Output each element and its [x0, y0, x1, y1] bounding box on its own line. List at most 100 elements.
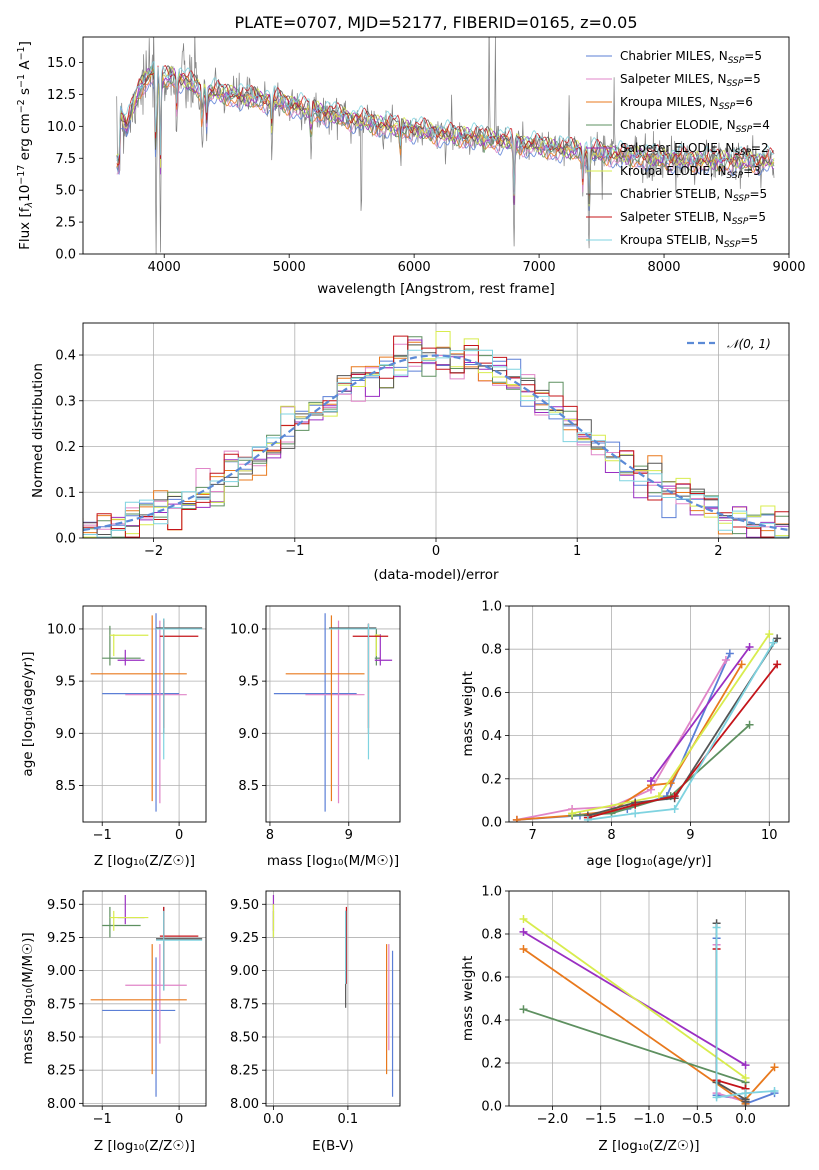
x-tick-label: 8000 [647, 260, 680, 275]
axes-frame [82, 36, 790, 255]
legend-suffix: =6 [735, 95, 753, 109]
y-tick-label: 9.00 [230, 964, 259, 979]
y-tick-label: 0.3 [55, 394, 76, 409]
series-line [572, 724, 751, 817]
legend-suffix: =5 [750, 187, 768, 201]
axes-frame [265, 605, 401, 823]
x-tick-label: 8 [607, 828, 615, 843]
x-tick-label: −0.5 [681, 1112, 713, 1127]
x-tick-label: −1 [93, 1112, 112, 1127]
y-tick-label: 0.0 [55, 532, 76, 547]
data-point [670, 792, 679, 801]
x-axis-label: Z [log₁₀(Z/Z☉)] [598, 1138, 699, 1154]
x-axis-label: Z [log₁₀(Z/Z☉)] [94, 853, 195, 869]
plot-area-weight-vs-Z [519, 914, 779, 1106]
y-tick-label: 9.0 [55, 727, 76, 742]
legend-sub: SSP [728, 56, 745, 66]
model-spectrum-kroupa-stelib [116, 61, 775, 195]
legend-entry: Chabrier MILES, NSSP=5 [620, 49, 762, 66]
errorbar-chabrier-miles [102, 957, 176, 1097]
y-tick-label: 0.4 [481, 729, 502, 744]
errorbar-salpeter-elodie [117, 649, 145, 666]
data-point [741, 1097, 750, 1106]
x-tick-label: −1 [285, 544, 304, 559]
legend-entry: Kroupa MILES, NSSP=6 [620, 95, 753, 112]
panel-weight-vs-Z: −2.0 −1.5 −1.0 −0.5 0.0 0.0 0.2 0.4 0.6 0.8 1.0 Z [… [460, 885, 790, 1154]
data-point [646, 776, 655, 785]
errorbar-chabrier-elodie [102, 625, 141, 666]
y-tick-label: 0.0 [55, 248, 76, 263]
chart-title: PLATE=0707, MJD=52177, FIBERID=0165, z=0… [234, 13, 637, 32]
y-axis-label-part: λ [24, 202, 35, 209]
legend-sub: SSP [733, 194, 750, 204]
y-axis-label: Flux [fλ10−17 erg cm−2 s−1 A−1] [16, 41, 35, 250]
errorbar-kroupa-miles [90, 944, 187, 1075]
data-point [770, 1086, 779, 1095]
legend-label: Chabrier ELODIE, N [620, 118, 736, 132]
y-tick-label: 0.2 [481, 772, 502, 787]
data-point [568, 809, 577, 818]
x-tick-label: −1 [93, 828, 112, 843]
axes-frame [82, 605, 207, 823]
legend-suffix: =5 [743, 72, 761, 86]
legend-label: Kroupa MILES, N [620, 95, 719, 109]
legend-sub: SSP [724, 240, 741, 250]
series-salpeter-elodie [646, 643, 754, 785]
data-point [745, 720, 754, 729]
histogram-kroupa-stelib [83, 349, 789, 538]
x-tick-label: −2.0 [537, 1112, 569, 1127]
errorbar-kroupa-elodie [109, 910, 149, 931]
errorbar-salpeter-elodie [117, 894, 145, 925]
y-axis-label-part: ] [17, 41, 33, 46]
data-point [773, 660, 782, 669]
x-tick-label: 0.0 [735, 1112, 756, 1127]
legend-entry: Salpeter MILES, NSSP=5 [620, 72, 761, 89]
y-axis-label: age [log₁₀(age/yr)] [20, 651, 36, 776]
x-tick-label: 8 [266, 828, 274, 843]
legend-label: Chabrier STELIB, N [620, 187, 733, 201]
x-tick-label: 0 [175, 828, 183, 843]
y-tick-label: 8.75 [230, 997, 259, 1012]
x-tick-label: −1.5 [585, 1112, 617, 1127]
legend-sub: SSP [736, 125, 753, 135]
legend-label: Chabrier MILES, N [620, 49, 728, 63]
x-axis-label: wavelength [Angstrom, rest frame] [317, 281, 555, 297]
errorbar-kroupa-elodie [374, 634, 381, 657]
plot-area-age-vs-mass [273, 613, 393, 812]
x-tick-label: −1.0 [633, 1112, 665, 1127]
x-tick-label: 9 [686, 828, 694, 843]
data-point [519, 927, 528, 936]
data-point [519, 945, 528, 954]
errorbar-kroupa-stelib [156, 618, 203, 760]
data-point [725, 649, 734, 658]
errorbar-kroupa-stelib [329, 623, 377, 760]
errorbar-kroupa-miles [90, 615, 187, 802]
y-tick-label: 8.00 [47, 1097, 76, 1112]
legend-sub: SSP [727, 171, 744, 181]
axes-frame [82, 890, 207, 1107]
y-tick-label: 12.5 [47, 88, 76, 103]
y-tick-label: 8.75 [47, 997, 76, 1012]
legend-sub: SSP [732, 217, 749, 227]
y-tick-label: 8.5 [55, 779, 76, 794]
model-spectrum-chabrier-elodie [116, 65, 775, 204]
y-tick-label: 9.50 [230, 898, 259, 913]
legend-sub: SSP [727, 79, 744, 89]
x-tick-label: 2 [714, 544, 722, 559]
y-axis-label-part: −17 [16, 165, 27, 185]
y-tick-label: 8.50 [47, 1030, 76, 1045]
y-tick-label: 15.0 [47, 56, 76, 71]
data-point [770, 1063, 779, 1072]
axes-frame [508, 605, 790, 823]
x-tick-label: 10 [761, 828, 778, 843]
y-tick-label: 9.5 [55, 675, 76, 690]
y-tick-label: 0.0 [481, 816, 502, 831]
panel-residuals: −2 −1 0 1 2 0.0 0.1 0.2 0.3 0.4 (data-model)/error… [30, 322, 790, 583]
data-point [737, 660, 746, 669]
y-tick-label: 9.25 [230, 931, 259, 946]
y-tick-label: 8.25 [47, 1064, 76, 1079]
x-tick-label: −2 [144, 544, 163, 559]
y-axis-label-part: −1 [16, 46, 27, 60]
data-point [712, 1093, 721, 1102]
panel-age-vs-mass: 8 9 8.5 9.0 9.5 10.0 mass [log₁₀(M/M☉)] [230, 605, 401, 869]
